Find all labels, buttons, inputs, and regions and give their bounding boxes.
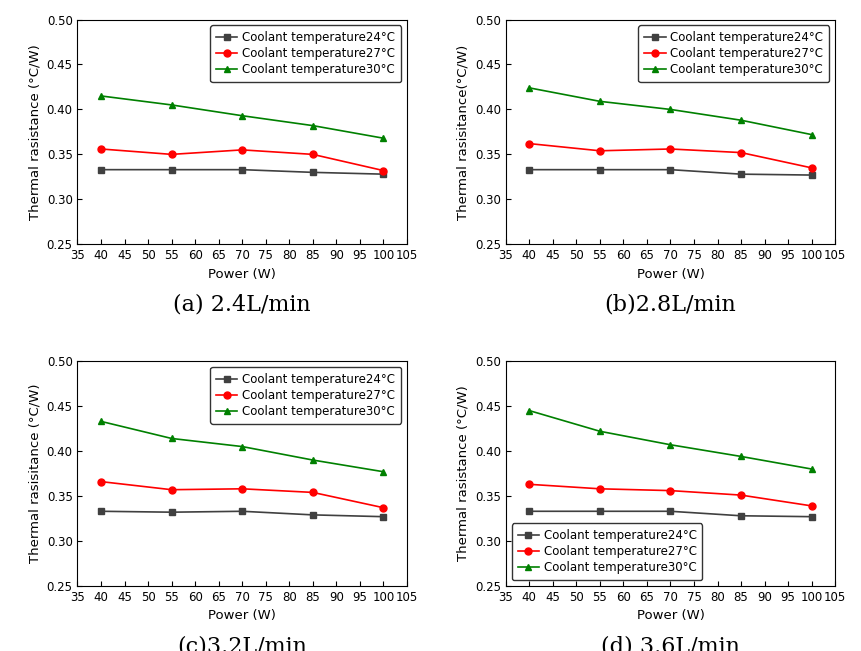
Coolant temperature30°C — [307, 456, 318, 464]
Coolant temperature30°C — [307, 122, 318, 130]
Coolant temperature30°C — [378, 134, 388, 142]
Coolant temperature24°C — [666, 507, 676, 515]
Coolant temperature27°C — [807, 502, 817, 510]
Text: (c)3.2L/min: (c)3.2L/min — [177, 635, 307, 651]
Coolant temperature30°C — [237, 443, 247, 450]
X-axis label: Power (W): Power (W) — [636, 609, 704, 622]
Y-axis label: Thermal rasisitance(°C/W): Thermal rasisitance(°C/W) — [456, 44, 469, 219]
Coolant temperature24°C — [96, 507, 106, 515]
Legend: Coolant temperature24°C, Coolant temperature27°C, Coolant temperature30°C: Coolant temperature24°C, Coolant tempera… — [210, 367, 401, 424]
Coolant temperature27°C — [666, 487, 676, 495]
Line: Coolant temperature27°C: Coolant temperature27°C — [97, 478, 387, 511]
Coolant temperature24°C — [595, 166, 605, 174]
Coolant temperature27°C — [378, 167, 388, 174]
Coolant temperature30°C — [524, 84, 535, 92]
Coolant temperature30°C — [166, 435, 177, 443]
Y-axis label: Thermal rasistance (°C/W): Thermal rasistance (°C/W) — [456, 385, 469, 561]
Coolant temperature27°C — [736, 148, 746, 156]
Line: Coolant temperature30°C: Coolant temperature30°C — [526, 407, 815, 473]
Coolant temperature27°C — [237, 485, 247, 493]
Coolant temperature30°C — [666, 105, 676, 113]
Coolant temperature27°C — [378, 504, 388, 512]
Coolant temperature24°C — [524, 507, 535, 515]
Legend: Coolant temperature24°C, Coolant temperature27°C, Coolant temperature30°C: Coolant temperature24°C, Coolant tempera… — [210, 25, 401, 82]
Coolant temperature27°C — [96, 478, 106, 486]
Coolant temperature30°C — [736, 117, 746, 124]
X-axis label: Power (W): Power (W) — [636, 268, 704, 281]
Coolant temperature27°C — [166, 150, 177, 158]
Coolant temperature27°C — [524, 140, 535, 148]
Coolant temperature27°C — [807, 164, 817, 172]
Coolant temperature24°C — [807, 171, 817, 179]
Line: Coolant temperature24°C: Coolant temperature24°C — [97, 166, 387, 178]
Text: (b)2.8L/min: (b)2.8L/min — [604, 294, 736, 316]
Coolant temperature30°C — [807, 465, 817, 473]
Coolant temperature24°C — [595, 507, 605, 515]
Line: Coolant temperature30°C: Coolant temperature30°C — [526, 85, 815, 138]
Coolant temperature24°C — [736, 171, 746, 178]
Coolant temperature24°C — [166, 508, 177, 516]
Line: Coolant temperature27°C: Coolant temperature27°C — [526, 481, 815, 509]
Coolant temperature24°C — [524, 166, 535, 174]
Coolant temperature27°C — [595, 485, 605, 493]
Legend: Coolant temperature24°C, Coolant temperature27°C, Coolant temperature30°C: Coolant temperature24°C, Coolant tempera… — [639, 25, 829, 82]
Coolant temperature30°C — [595, 98, 605, 105]
Legend: Coolant temperature24°C, Coolant temperature27°C, Coolant temperature30°C: Coolant temperature24°C, Coolant tempera… — [511, 523, 703, 580]
Line: Coolant temperature27°C: Coolant temperature27°C — [97, 146, 387, 174]
Coolant temperature27°C — [237, 146, 247, 154]
Coolant temperature24°C — [807, 513, 817, 521]
Line: Coolant temperature24°C: Coolant temperature24°C — [526, 508, 815, 520]
Line: Coolant temperature24°C: Coolant temperature24°C — [526, 166, 815, 178]
Coolant temperature24°C — [307, 511, 318, 519]
Coolant temperature27°C — [96, 145, 106, 153]
X-axis label: Power (W): Power (W) — [208, 268, 276, 281]
Coolant temperature30°C — [524, 407, 535, 415]
Coolant temperature27°C — [524, 480, 535, 488]
Line: Coolant temperature24°C: Coolant temperature24°C — [97, 508, 387, 520]
Line: Coolant temperature30°C: Coolant temperature30°C — [97, 92, 387, 142]
Coolant temperature27°C — [666, 145, 676, 153]
Coolant temperature30°C — [96, 417, 106, 425]
Coolant temperature24°C — [378, 171, 388, 178]
Coolant temperature27°C — [736, 492, 746, 499]
Y-axis label: Thermal rasistance (°C/W): Thermal rasistance (°C/W) — [28, 44, 41, 220]
Coolant temperature24°C — [237, 507, 247, 515]
Coolant temperature24°C — [666, 166, 676, 174]
Coolant temperature24°C — [378, 513, 388, 521]
Coolant temperature24°C — [166, 166, 177, 174]
Line: Coolant temperature30°C: Coolant temperature30°C — [97, 418, 387, 475]
Line: Coolant temperature27°C: Coolant temperature27°C — [526, 140, 815, 171]
Coolant temperature27°C — [307, 150, 318, 158]
Coolant temperature27°C — [307, 488, 318, 496]
Coolant temperature30°C — [807, 131, 817, 139]
Coolant temperature24°C — [96, 166, 106, 174]
Text: (a) 2.4L/min: (a) 2.4L/min — [173, 294, 311, 316]
Coolant temperature30°C — [166, 101, 177, 109]
Coolant temperature27°C — [595, 147, 605, 155]
Coolant temperature24°C — [736, 512, 746, 519]
Coolant temperature30°C — [237, 112, 247, 120]
X-axis label: Power (W): Power (W) — [208, 609, 276, 622]
Coolant temperature30°C — [595, 427, 605, 435]
Coolant temperature24°C — [237, 166, 247, 174]
Coolant temperature30°C — [666, 441, 676, 449]
Coolant temperature30°C — [378, 468, 388, 476]
Coolant temperature30°C — [736, 452, 746, 460]
Y-axis label: Thermal rasisitance (°C/W): Thermal rasisitance (°C/W) — [28, 384, 41, 563]
Coolant temperature24°C — [307, 169, 318, 176]
Coolant temperature27°C — [166, 486, 177, 493]
Coolant temperature30°C — [96, 92, 106, 100]
Text: (d) 3.6L/min: (d) 3.6L/min — [601, 635, 740, 651]
